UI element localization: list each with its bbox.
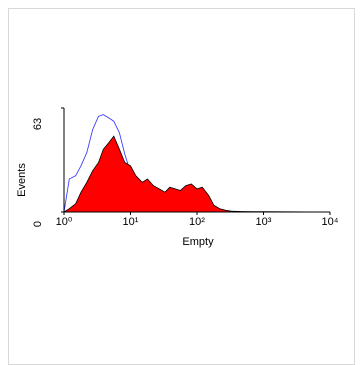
x-tick-label: 10³ [256, 216, 272, 228]
x-tick-label: 10⁰ [56, 216, 73, 228]
y-tick-label: 63 [32, 118, 44, 130]
x-tick-label: 10⁴ [322, 216, 339, 228]
x-tick-label: 10² [189, 216, 205, 228]
y-axis-label: Events [16, 163, 28, 197]
x-axis-label: Empty [182, 236, 214, 248]
frame [8, 8, 355, 365]
y-tick-label: 0 [32, 221, 44, 227]
x-tick-label: 10¹ [123, 216, 139, 228]
filled-histogram [62, 135, 331, 213]
